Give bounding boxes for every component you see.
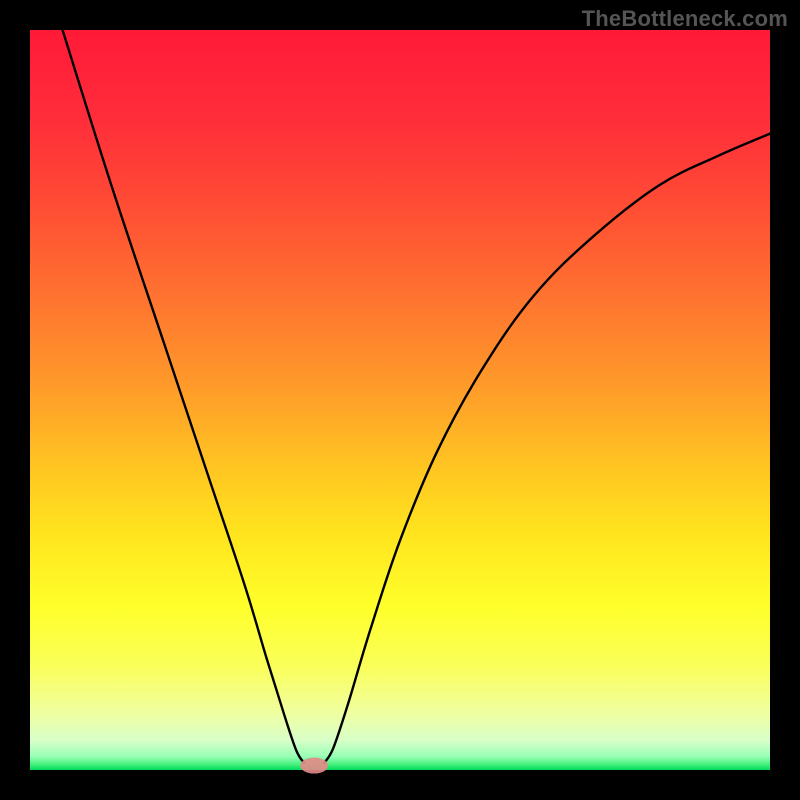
min-marker bbox=[300, 758, 328, 774]
plot-area bbox=[30, 30, 770, 770]
bottleneck-chart bbox=[0, 0, 800, 800]
watermark-text: TheBottleneck.com bbox=[582, 6, 788, 32]
chart-container: TheBottleneck.com bbox=[0, 0, 800, 800]
